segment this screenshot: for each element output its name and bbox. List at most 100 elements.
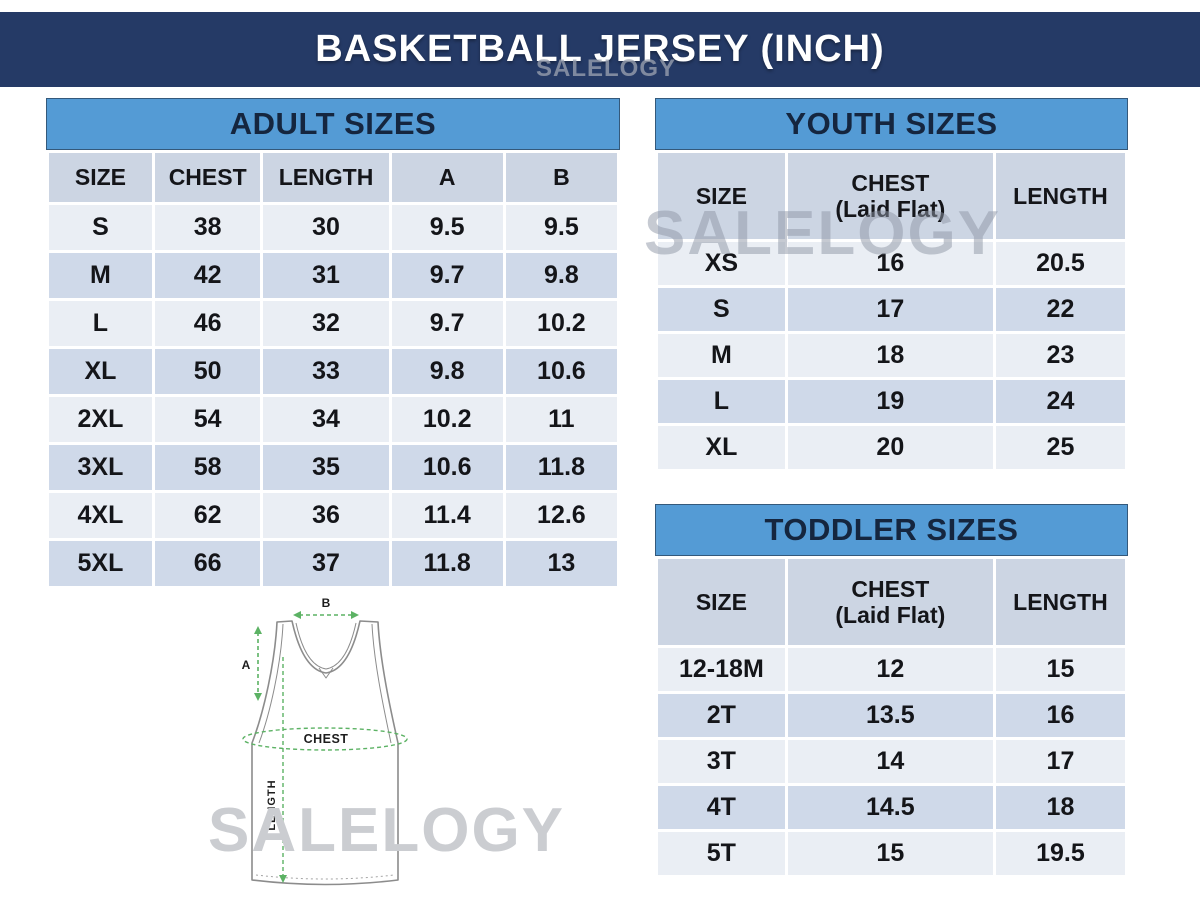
table-row: 5T 15 19.5 <box>658 832 1125 875</box>
table-cell: 15 <box>787 832 993 875</box>
table-row: M 42 31 9.7 9.8 <box>49 253 617 298</box>
chest-measure-label: CHEST <box>304 732 349 746</box>
table-row: XL 50 33 9.8 10.6 <box>49 349 617 394</box>
column-header: SIZE <box>658 559 785 645</box>
adult-sizes-table: ADULT SIZES SIZE CHEST LENGTH A B S 38 30 9.5 9.… <box>46 98 620 589</box>
table-cell: 42 <box>154 253 261 298</box>
table-row: 3XL 58 35 10.6 11.8 <box>49 445 617 490</box>
table-cell: 10.6 <box>391 445 503 490</box>
table-cell: 3T <box>658 740 785 783</box>
table-cell: 10.6 <box>505 349 617 394</box>
table-cell: 11.8 <box>391 541 503 586</box>
table-cell: 16 <box>787 242 993 285</box>
table-row: XL 20 25 <box>658 426 1125 469</box>
table-cell: 12-18M <box>658 648 785 691</box>
table-cell: 11.8 <box>505 445 617 490</box>
table-cell: 19.5 <box>995 832 1125 875</box>
b-measure-label: B <box>322 596 331 610</box>
table-row: 2T 13.5 16 <box>658 694 1125 737</box>
table-cell: 33 <box>263 349 389 394</box>
toddler-header-row: SIZE CHEST (Laid Flat) LENGTH <box>658 559 1125 645</box>
adult-sizes-title: ADULT SIZES <box>46 98 620 150</box>
column-header: B <box>505 153 617 202</box>
table-cell: 4XL <box>49 493 152 538</box>
table-cell: XL <box>658 426 785 469</box>
table-cell: 18 <box>995 786 1125 829</box>
table-row: 4XL 62 36 11.4 12.6 <box>49 493 617 538</box>
table-cell: M <box>658 334 785 377</box>
table-cell: 25 <box>995 426 1125 469</box>
table-cell: 5T <box>658 832 785 875</box>
table-cell: 2XL <box>49 397 152 442</box>
column-header: CHEST <box>154 153 261 202</box>
toddler-sizes-grid: SIZE CHEST (Laid Flat) LENGTH 12-18M 12 15 2T 1… <box>655 556 1128 878</box>
jersey-diagram: B A CHEST LENGTH <box>242 596 408 886</box>
table-cell: 10.2 <box>505 301 617 346</box>
table-cell: 58 <box>154 445 261 490</box>
page-header: BASKETBALL JERSEY (INCH) <box>0 12 1200 87</box>
table-cell: 66 <box>154 541 261 586</box>
table-cell: 12.6 <box>505 493 617 538</box>
table-row: XS 16 20.5 <box>658 242 1125 285</box>
page-title: BASKETBALL JERSEY (INCH) <box>315 28 885 70</box>
table-cell: 62 <box>154 493 261 538</box>
youth-sizes-grid: SIZE CHEST (Laid Flat) LENGTH XS 16 20.5 S 17 22… <box>655 150 1128 472</box>
youth-sizes-table: YOUTH SIZES SIZE CHEST (Laid Flat) LENGTH X… <box>655 98 1128 472</box>
table-cell: 9.8 <box>391 349 503 394</box>
table-cell: 9.5 <box>391 205 503 250</box>
a-measure-label: A <box>242 658 251 672</box>
youth-header-row: SIZE CHEST (Laid Flat) LENGTH <box>658 153 1125 239</box>
table-cell: 16 <box>995 694 1125 737</box>
table-cell: 34 <box>263 397 389 442</box>
table-cell: 9.5 <box>505 205 617 250</box>
table-cell: XL <box>49 349 152 394</box>
table-cell: 13 <box>505 541 617 586</box>
table-row: L 19 24 <box>658 380 1125 423</box>
table-cell: 24 <box>995 380 1125 423</box>
table-cell: 36 <box>263 493 389 538</box>
chest-measure-ellipse <box>242 727 408 751</box>
column-header: SIZE <box>658 153 785 239</box>
length-measure-label: LENGTH <box>266 779 278 830</box>
table-cell: L <box>49 301 152 346</box>
column-header: LENGTH <box>263 153 389 202</box>
table-cell: 50 <box>154 349 261 394</box>
table-cell: 18 <box>787 334 993 377</box>
toddler-sizes-title: TODDLER SIZES <box>655 504 1128 556</box>
table-cell: XS <box>658 242 785 285</box>
column-header: LENGTH <box>995 153 1125 239</box>
column-header: LENGTH <box>995 559 1125 645</box>
table-cell: L <box>658 380 785 423</box>
table-row: 5XL 66 37 11.8 13 <box>49 541 617 586</box>
table-cell: 54 <box>154 397 261 442</box>
table-row: M 18 23 <box>658 334 1125 377</box>
table-cell: 31 <box>263 253 389 298</box>
table-cell: 10.2 <box>391 397 503 442</box>
table-cell: 15 <box>995 648 1125 691</box>
table-row: 4T 14.5 18 <box>658 786 1125 829</box>
column-header: SIZE <box>49 153 152 202</box>
table-cell: S <box>49 205 152 250</box>
table-row: 3T 14 17 <box>658 740 1125 783</box>
adult-header-row: SIZE CHEST LENGTH A B <box>49 153 617 202</box>
adult-sizes-grid: SIZE CHEST LENGTH A B S 38 30 9.5 9.5 M 42 31 9.7 9.8… <box>46 150 620 589</box>
column-header: CHEST (Laid Flat) <box>787 559 993 645</box>
table-cell: 17 <box>995 740 1125 783</box>
table-cell: 5XL <box>49 541 152 586</box>
table-row: 12-18M 12 15 <box>658 648 1125 691</box>
table-cell: 37 <box>263 541 389 586</box>
table-cell: S <box>658 288 785 331</box>
table-row: 2XL 54 34 10.2 11 <box>49 397 617 442</box>
youth-sizes-title: YOUTH SIZES <box>655 98 1128 150</box>
table-cell: 9.8 <box>505 253 617 298</box>
column-header: A <box>391 153 503 202</box>
table-cell: 17 <box>787 288 993 331</box>
table-cell: 3XL <box>49 445 152 490</box>
table-cell: 11.4 <box>391 493 503 538</box>
column-header: CHEST (Laid Flat) <box>787 153 993 239</box>
table-cell: 35 <box>263 445 389 490</box>
toddler-sizes-table: TODDLER SIZES SIZE CHEST (Laid Flat) LENGTH… <box>655 504 1128 878</box>
table-cell: 14 <box>787 740 993 783</box>
table-row: S 38 30 9.5 9.5 <box>49 205 617 250</box>
table-cell: 38 <box>154 205 261 250</box>
